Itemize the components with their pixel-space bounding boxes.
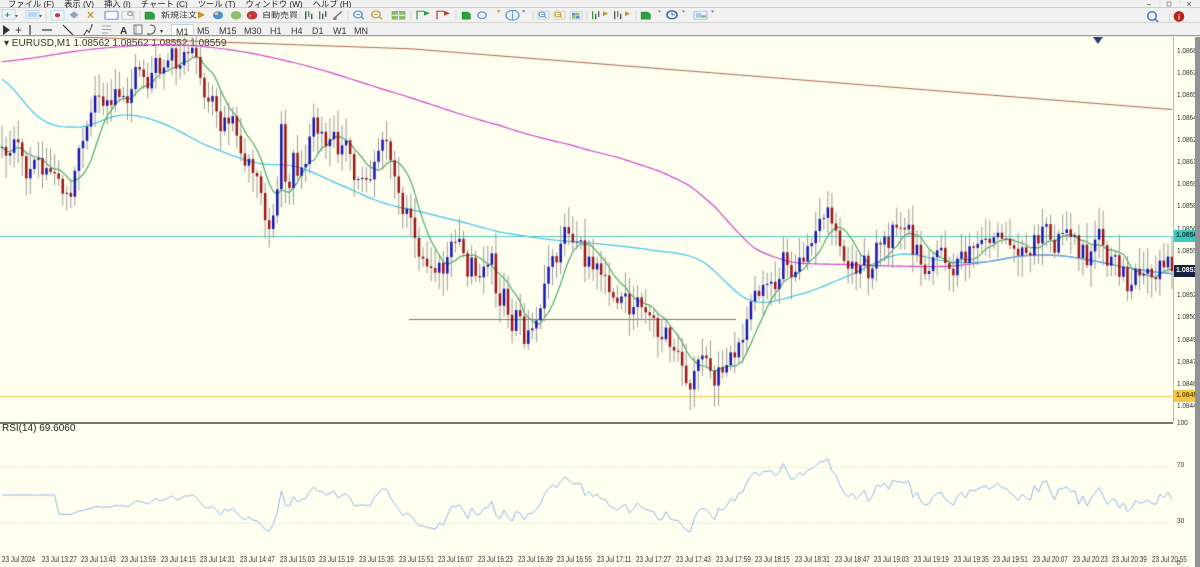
svg-text:新規注文: 新規注文	[161, 11, 197, 20]
svg-text:▾: ▾	[711, 9, 714, 14]
svg-text:▾: ▾	[15, 14, 18, 19]
svg-text:A: A	[120, 26, 127, 36]
svg-text:i: i	[1178, 13, 1180, 22]
svg-text:▾: ▾	[160, 29, 163, 35]
svg-text:▾: ▾	[682, 9, 685, 14]
svg-text:▾: ▾	[39, 14, 42, 19]
svg-text:▾: ▾	[658, 9, 661, 14]
svg-text:▾: ▾	[497, 8, 501, 14]
svg-text:+: +	[5, 10, 11, 19]
svg-text:▾: ▾	[522, 8, 526, 14]
svg-text:自動売買: 自動売買	[262, 11, 298, 20]
svg-text:+: +	[15, 23, 22, 36]
